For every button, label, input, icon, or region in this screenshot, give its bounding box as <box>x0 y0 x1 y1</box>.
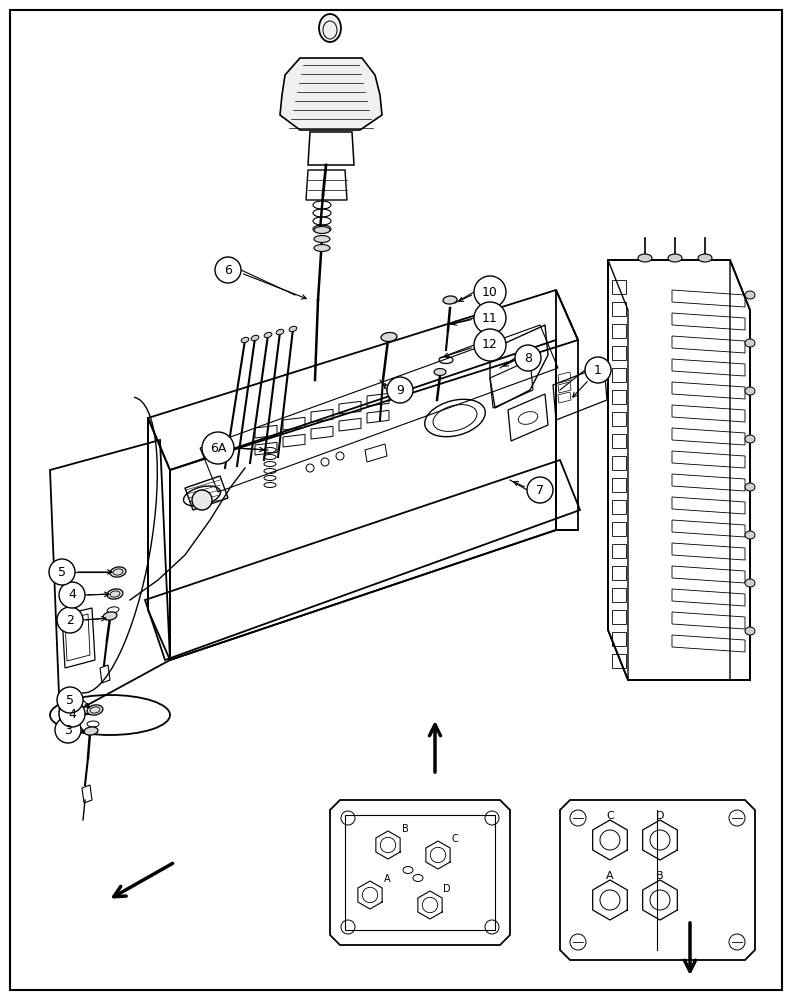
Circle shape <box>387 377 413 403</box>
Circle shape <box>49 559 75 585</box>
Text: C: C <box>451 834 459 844</box>
Ellipse shape <box>745 387 755 395</box>
Text: 10: 10 <box>482 286 498 298</box>
Ellipse shape <box>87 705 103 715</box>
Ellipse shape <box>745 483 755 491</box>
Text: 8: 8 <box>524 352 532 364</box>
Circle shape <box>55 717 81 743</box>
Text: D: D <box>656 811 664 821</box>
Text: 6: 6 <box>224 263 232 276</box>
Ellipse shape <box>698 254 712 262</box>
Circle shape <box>57 687 83 713</box>
Ellipse shape <box>103 612 117 620</box>
Ellipse shape <box>434 368 446 375</box>
Ellipse shape <box>745 339 755 347</box>
Text: 5: 5 <box>58 566 66 578</box>
Ellipse shape <box>745 291 755 299</box>
Text: 11: 11 <box>482 312 498 324</box>
Ellipse shape <box>314 227 330 233</box>
Text: 9: 9 <box>396 383 404 396</box>
Circle shape <box>57 607 83 633</box>
Circle shape <box>585 357 611 383</box>
Text: A: A <box>606 871 614 881</box>
Ellipse shape <box>84 727 98 735</box>
Ellipse shape <box>668 254 682 262</box>
Text: 2: 2 <box>66 613 74 626</box>
Text: A: A <box>383 874 390 884</box>
Circle shape <box>192 490 212 510</box>
Ellipse shape <box>314 244 330 251</box>
Text: B: B <box>657 871 664 881</box>
Text: B: B <box>402 824 409 834</box>
Ellipse shape <box>110 567 126 577</box>
Circle shape <box>527 477 553 503</box>
Text: 4: 4 <box>68 708 76 720</box>
Text: 6A: 6A <box>210 442 227 454</box>
Ellipse shape <box>276 329 284 335</box>
Ellipse shape <box>443 296 457 304</box>
Ellipse shape <box>265 332 272 338</box>
Text: 3: 3 <box>64 724 72 736</box>
Circle shape <box>474 276 506 308</box>
Text: 7: 7 <box>536 484 544 496</box>
Text: 12: 12 <box>482 338 498 352</box>
Ellipse shape <box>314 235 330 242</box>
Polygon shape <box>280 58 382 130</box>
Text: 1: 1 <box>594 363 602 376</box>
Circle shape <box>202 432 234 464</box>
Circle shape <box>474 302 506 334</box>
Text: 5: 5 <box>66 694 74 706</box>
Ellipse shape <box>251 335 259 341</box>
Circle shape <box>515 345 541 371</box>
Text: C: C <box>606 811 614 821</box>
Ellipse shape <box>745 435 755 443</box>
Circle shape <box>59 582 85 608</box>
Text: 4: 4 <box>68 588 76 601</box>
Ellipse shape <box>745 579 755 587</box>
Ellipse shape <box>638 254 652 262</box>
Ellipse shape <box>319 14 341 42</box>
Ellipse shape <box>241 337 249 343</box>
Circle shape <box>59 701 85 727</box>
Circle shape <box>215 257 241 283</box>
Ellipse shape <box>381 332 397 342</box>
Ellipse shape <box>745 531 755 539</box>
Text: D: D <box>444 884 451 894</box>
Ellipse shape <box>289 326 297 332</box>
Circle shape <box>474 329 506 361</box>
Ellipse shape <box>107 589 123 599</box>
Ellipse shape <box>745 627 755 635</box>
